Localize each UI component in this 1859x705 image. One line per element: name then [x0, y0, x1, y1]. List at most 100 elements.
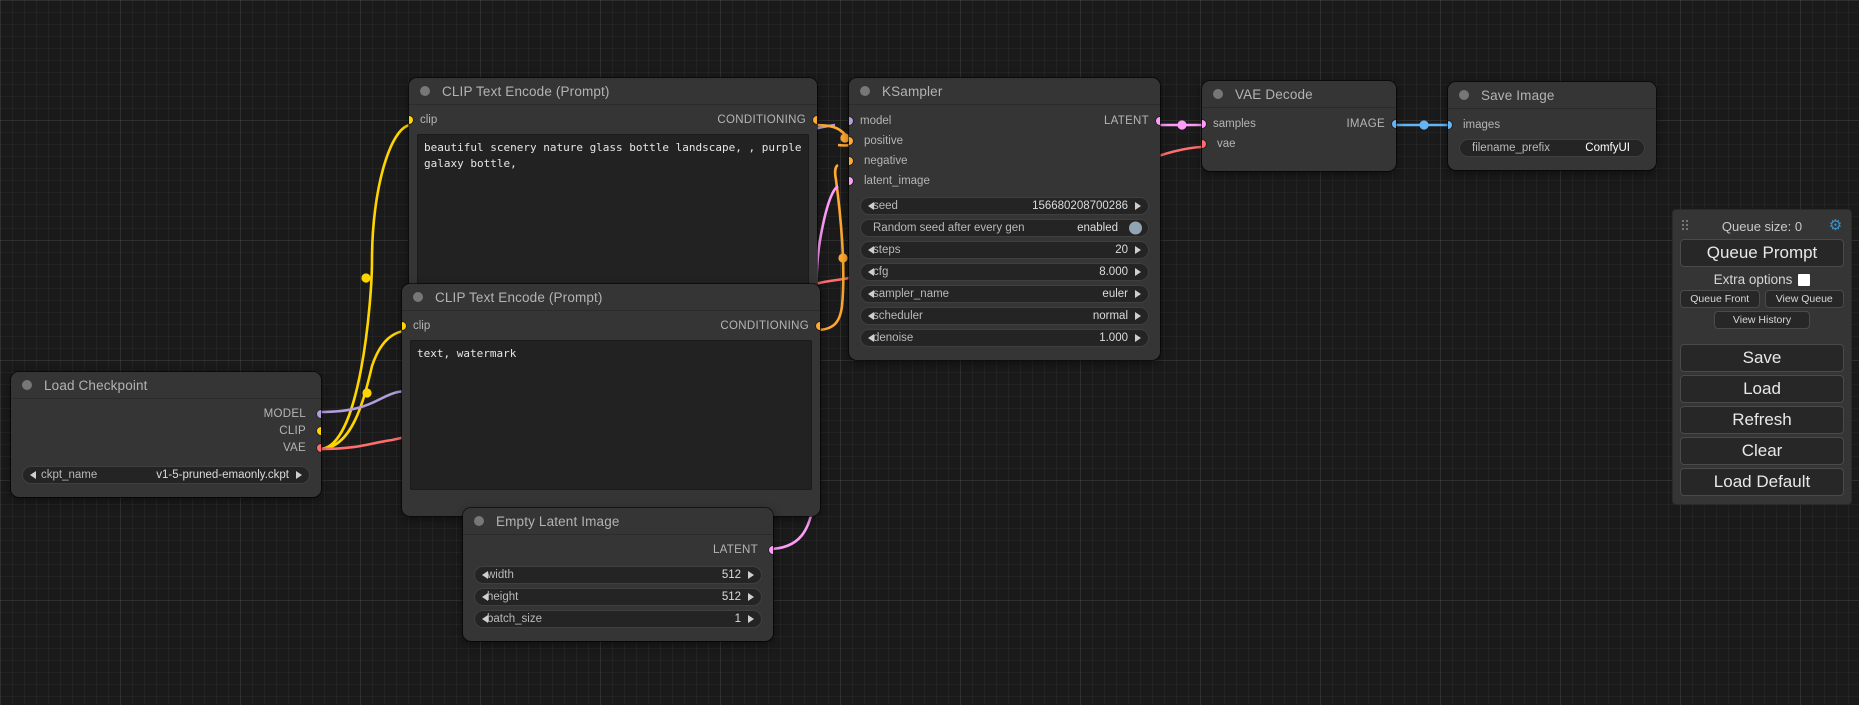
collapse-dot-icon[interactable]	[22, 380, 32, 390]
queue-prompt-button[interactable]: Queue Prompt	[1680, 239, 1844, 267]
output-slot-model[interactable]: MODEL	[11, 405, 321, 422]
node-clip-text-encode-negative[interactable]: CLIP Text Encode (Prompt) clip CONDITION…	[402, 284, 820, 516]
extra-options-checkbox[interactable]	[1798, 273, 1811, 286]
input-slot-negative[interactable]: negative	[849, 151, 1160, 171]
slot-row-clip[interactable]: clip CONDITIONING	[409, 111, 817, 128]
decrement-arrow-icon[interactable]	[868, 202, 874, 210]
widget-width[interactable]: width 512	[474, 566, 762, 584]
collapse-dot-icon[interactable]	[420, 86, 430, 96]
node-ksampler[interactable]: KSampler model LATENT positive negative …	[849, 78, 1160, 360]
extra-options-row[interactable]: Extra options	[1680, 272, 1844, 287]
slot-row-model-latent[interactable]: model LATENT	[849, 111, 1160, 131]
slot-dot-image-icon[interactable]	[1448, 121, 1452, 129]
decrement-arrow-icon[interactable]	[868, 312, 874, 320]
slot-dot-image-icon[interactable]	[1392, 120, 1396, 128]
increment-arrow-icon[interactable]	[748, 615, 754, 623]
slot-dot-latent-icon[interactable]	[1156, 117, 1160, 125]
view-history-button[interactable]: View History	[1714, 311, 1810, 329]
save-button[interactable]: Save	[1680, 344, 1844, 372]
slot-dot-clip-icon[interactable]	[317, 426, 321, 435]
view-queue-button[interactable]: View Queue	[1764, 290, 1844, 308]
slot-dot-clip-icon[interactable]	[409, 115, 413, 124]
slot-dot-model-icon[interactable]	[849, 117, 853, 125]
decrement-arrow-icon[interactable]	[482, 593, 488, 601]
load-button[interactable]: Load	[1680, 375, 1844, 403]
load-default-button[interactable]: Load Default	[1680, 468, 1844, 496]
slot-dot-vae-icon[interactable]	[317, 443, 321, 452]
node-title-bar[interactable]: VAE Decode	[1202, 81, 1396, 108]
drag-handle-icon[interactable]	[1682, 220, 1690, 231]
slot-row-clip[interactable]: clip CONDITIONING	[402, 317, 820, 334]
increment-arrow-icon[interactable]	[1135, 290, 1141, 298]
decrement-arrow-icon[interactable]	[868, 246, 874, 254]
slot-dot-conditioning-icon[interactable]	[813, 115, 817, 124]
node-load-checkpoint[interactable]: Load Checkpoint MODEL CLIP VAE ckpt_name…	[11, 372, 321, 497]
collapse-dot-icon[interactable]	[474, 516, 484, 526]
comfy-menu-panel[interactable]: Queue size: 0 ⚙ Queue Prompt Extra optio…	[1672, 209, 1852, 505]
node-title-bar[interactable]: CLIP Text Encode (Prompt)	[409, 78, 817, 105]
gear-icon[interactable]: ⚙	[1828, 217, 1843, 234]
menu-header[interactable]: Queue size: 0 ⚙	[1680, 216, 1844, 236]
clear-button[interactable]: Clear	[1680, 437, 1844, 465]
widget-sampler-name[interactable]: sampler_name euler	[860, 285, 1149, 303]
node-empty-latent-image[interactable]: Empty Latent Image LATENT width 512 heig…	[463, 508, 773, 641]
slot-dot-latent-icon[interactable]	[1202, 120, 1206, 128]
input-slot-positive[interactable]: positive	[849, 131, 1160, 151]
widget-denoise[interactable]: denoise 1.000	[860, 329, 1149, 347]
toggle-knob-icon[interactable]	[1129, 221, 1142, 235]
node-title-bar[interactable]: KSampler	[849, 78, 1160, 105]
widget-height[interactable]: height 512	[474, 588, 762, 606]
slot-dot-conditioning-icon[interactable]	[849, 157, 853, 165]
node-title-bar[interactable]: Load Checkpoint	[11, 372, 321, 399]
increment-arrow-icon[interactable]	[1135, 246, 1141, 254]
increment-arrow-icon[interactable]	[1135, 268, 1141, 276]
decrement-arrow-icon[interactable]	[868, 290, 874, 298]
collapse-dot-icon[interactable]	[1213, 89, 1223, 99]
increment-arrow-icon[interactable]	[1135, 334, 1141, 342]
decrement-arrow-icon[interactable]	[482, 615, 488, 623]
widget-scheduler[interactable]: scheduler normal	[860, 307, 1149, 325]
widget-cfg[interactable]: cfg 8.000	[860, 263, 1149, 281]
increment-arrow-icon[interactable]	[1135, 202, 1141, 210]
collapse-dot-icon[interactable]	[413, 292, 423, 302]
widget-batch-size[interactable]: batch_size 1	[474, 610, 762, 628]
increment-arrow-icon[interactable]	[748, 593, 754, 601]
prompt-textarea[interactable]: beautiful scenery nature glass bottle la…	[417, 134, 809, 300]
output-slot-clip[interactable]: CLIP	[11, 422, 321, 439]
widget-steps[interactable]: steps 20	[860, 241, 1149, 259]
slot-dot-latent-icon[interactable]	[849, 177, 853, 185]
increment-arrow-icon[interactable]	[748, 571, 754, 579]
node-title-bar[interactable]: CLIP Text Encode (Prompt)	[402, 284, 820, 311]
output-slot-latent[interactable]: LATENT	[463, 541, 773, 558]
widget-ckpt-name[interactable]: ckpt_name v1-5-pruned-emaonly.ckpt	[22, 466, 310, 484]
node-title-bar[interactable]: Save Image	[1448, 82, 1656, 109]
refresh-button[interactable]: Refresh	[1680, 406, 1844, 434]
input-slot-latent-image[interactable]: latent_image	[849, 171, 1160, 191]
increment-arrow-icon[interactable]	[296, 471, 302, 479]
decrement-arrow-icon[interactable]	[482, 571, 488, 579]
decrement-arrow-icon[interactable]	[868, 268, 874, 276]
queue-front-button[interactable]: Queue Front	[1680, 290, 1760, 308]
decrement-arrow-icon[interactable]	[868, 334, 874, 342]
node-title-bar[interactable]: Empty Latent Image	[463, 508, 773, 535]
slot-dot-clip-icon[interactable]	[402, 321, 406, 330]
widget-seed[interactable]: seed 156680208700286	[860, 197, 1149, 215]
slot-dot-latent-icon[interactable]	[769, 545, 773, 554]
node-save-image[interactable]: Save Image images filename_prefix ComfyU…	[1448, 82, 1656, 170]
output-slot-vae[interactable]: VAE	[11, 439, 321, 456]
increment-arrow-icon[interactable]	[1135, 312, 1141, 320]
slot-dot-vae-icon[interactable]	[1202, 140, 1206, 148]
collapse-dot-icon[interactable]	[1459, 90, 1469, 100]
prompt-textarea[interactable]: text, watermark	[410, 340, 812, 490]
collapse-dot-icon[interactable]	[860, 86, 870, 96]
node-vae-decode[interactable]: VAE Decode samples IMAGE vae	[1202, 81, 1396, 171]
widget-random-seed-toggle[interactable]: Random seed after every gen enabled	[860, 219, 1149, 237]
decrement-arrow-icon[interactable]	[30, 471, 36, 479]
slot-dot-model-icon[interactable]	[317, 409, 321, 418]
input-slot-vae[interactable]: vae	[1202, 134, 1396, 154]
slot-dot-conditioning-icon[interactable]	[849, 137, 853, 145]
widget-filename-prefix[interactable]: filename_prefix ComfyUI	[1459, 139, 1645, 157]
input-slot-images[interactable]: images	[1448, 115, 1656, 135]
slot-row-samples-image[interactable]: samples IMAGE	[1202, 114, 1396, 134]
